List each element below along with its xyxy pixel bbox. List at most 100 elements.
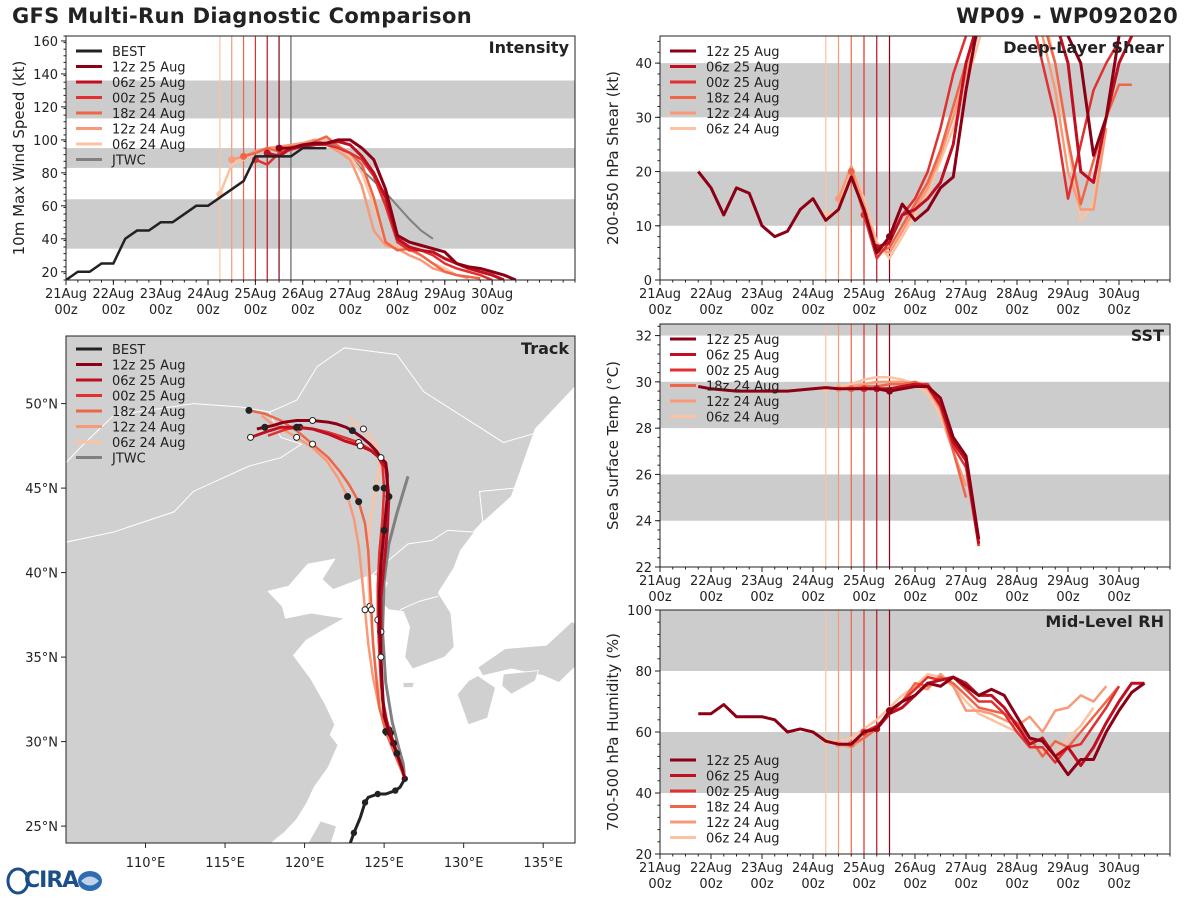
sst-ytick-label: 32 bbox=[635, 330, 652, 345]
shear-legend-label: 12z 24 Aug bbox=[706, 107, 780, 122]
intensity-xtick-label: 27Aug bbox=[329, 287, 371, 302]
intensity-legend-label: 00z 25 Aug bbox=[112, 92, 186, 107]
track-run-point bbox=[377, 454, 385, 462]
track-run-point bbox=[356, 442, 364, 450]
sst-ytick-label: 28 bbox=[635, 422, 652, 437]
rh-ytick-label: 60 bbox=[635, 726, 652, 741]
sst-xtick-label: 21Aug bbox=[639, 574, 681, 589]
shear-xtick-label: 23Aug bbox=[741, 287, 783, 302]
track-xtick-label: 110°E bbox=[126, 856, 166, 871]
rh-xtick-label: 25Aug bbox=[843, 861, 885, 876]
track-run-point bbox=[309, 417, 317, 424]
shear-xtick-label: 00z bbox=[1056, 303, 1080, 318]
shear-ytick-label: 10 bbox=[635, 220, 652, 235]
sst-legend-label: 00z 25 Aug bbox=[706, 364, 780, 379]
track-legend-label: JTWC bbox=[111, 452, 146, 467]
track-run-point bbox=[245, 406, 253, 414]
track-run-point bbox=[355, 498, 363, 506]
intensity-xtick-label: 26Aug bbox=[282, 287, 324, 302]
shear-ytick-label: 20 bbox=[635, 166, 652, 181]
sst-ytick-label: 22 bbox=[635, 561, 652, 576]
intensity-legend-label: 18z 24 Aug bbox=[112, 107, 186, 122]
track-run-point bbox=[367, 606, 375, 614]
track-xtick-label: 120°E bbox=[285, 856, 325, 871]
track-run-point bbox=[344, 493, 352, 501]
track-ytick-label: 45°N bbox=[25, 482, 58, 497]
sst-series-line bbox=[851, 380, 968, 498]
sst-xtick-label: 29Aug bbox=[1047, 574, 1089, 589]
border-korea-dmz bbox=[399, 595, 439, 611]
rh-xtick-label: 27Aug bbox=[945, 861, 987, 876]
storm-id: WP09 - WP092020 bbox=[956, 4, 1178, 28]
shear-ytick-label: 30 bbox=[635, 111, 652, 126]
track-run-point bbox=[293, 433, 301, 441]
panel-intensity: 2040608010012014016021Aug00z22Aug00z23Au… bbox=[10, 35, 576, 318]
shear-xtick-label: 28Aug bbox=[996, 287, 1038, 302]
track-run-point bbox=[261, 423, 269, 431]
track-title: Track bbox=[521, 339, 569, 358]
shear-legend-label: 12z 25 Aug bbox=[706, 45, 780, 60]
rh-xtick-label: 00z bbox=[903, 877, 927, 892]
shear-title: Deep-Layer Shear bbox=[1003, 38, 1164, 57]
rh-series-line bbox=[698, 675, 1146, 777]
sst-init-point bbox=[886, 387, 893, 395]
shear-series-line bbox=[876, 36, 1134, 249]
shear-xtick-label: 25Aug bbox=[843, 287, 885, 302]
track-run-point bbox=[348, 427, 356, 435]
intensity-xtick-label: 25Aug bbox=[234, 287, 276, 302]
track-run-point bbox=[309, 440, 317, 448]
rh-init-point bbox=[886, 707, 893, 715]
logo-swirl-icon bbox=[6, 867, 102, 895]
rh-xtick-label: 00z bbox=[750, 877, 774, 892]
track-run-point bbox=[372, 484, 380, 492]
intensity-init-point bbox=[263, 149, 271, 157]
shear-xtick-label: 22Aug bbox=[690, 287, 732, 302]
intensity-ylabel: 10m Max Wind Speed (kt) bbox=[10, 61, 28, 256]
rh-legend-label: 06z 24 Aug bbox=[706, 832, 780, 847]
intensity-frame bbox=[65, 35, 576, 281]
rh-ytick-label: 100 bbox=[627, 604, 652, 619]
rh-xtick-label: 26Aug bbox=[894, 861, 936, 876]
track-legend-label: 12z 24 Aug bbox=[112, 421, 186, 436]
border-china-russia bbox=[240, 347, 540, 533]
sst-xtick-label: 00z bbox=[750, 590, 774, 605]
intensity-ytick-label: 60 bbox=[41, 200, 58, 215]
sst-ylabel: Sea Surface Temp (°C) bbox=[604, 361, 622, 530]
land-kyushu bbox=[456, 675, 496, 726]
sst-xtick-label: 00z bbox=[648, 590, 672, 605]
shear-init-point bbox=[835, 195, 842, 203]
track-run-point bbox=[380, 526, 388, 534]
sst-xtick-label: 23Aug bbox=[741, 574, 783, 589]
intensity-xtick-label: 24Aug bbox=[187, 287, 229, 302]
sst-band bbox=[660, 474, 1170, 521]
sst-xtick-label: 00z bbox=[852, 590, 876, 605]
sst-xtick-label: 00z bbox=[699, 590, 723, 605]
rh-ytick-label: 20 bbox=[635, 848, 652, 863]
track-run-point bbox=[393, 749, 401, 757]
intensity-xtick-label: 00z bbox=[386, 303, 410, 318]
logo-text: CIRA bbox=[24, 868, 79, 893]
intensity-xtick-label: 30Aug bbox=[471, 287, 513, 302]
page-title: GFS Multi-Run Diagnostic Comparison bbox=[12, 4, 472, 28]
intensity-ytick-label: 100 bbox=[33, 134, 58, 149]
track-run-point bbox=[293, 423, 301, 431]
track-run-point bbox=[361, 606, 369, 614]
sst-xtick-label: 00z bbox=[954, 590, 978, 605]
sst-band bbox=[660, 324, 1170, 336]
intensity-xtick-label: 28Aug bbox=[376, 287, 418, 302]
shear-ytick-label: 40 bbox=[635, 57, 652, 72]
track-legend-label: 06z 24 Aug bbox=[112, 436, 186, 451]
rh-xtick-label: 00z bbox=[954, 877, 978, 892]
track-ytick-label: 35°N bbox=[25, 651, 58, 666]
intensity-band bbox=[66, 148, 575, 168]
sst-ytick-label: 26 bbox=[635, 468, 652, 483]
sst-legend-label: 12z 24 Aug bbox=[706, 395, 780, 410]
shear-xtick-label: 27Aug bbox=[945, 287, 987, 302]
track-ytick-label: 50°N bbox=[25, 398, 58, 413]
track-xtick-label: 130°E bbox=[444, 856, 484, 871]
track-ytick-label: 25°N bbox=[25, 820, 58, 835]
